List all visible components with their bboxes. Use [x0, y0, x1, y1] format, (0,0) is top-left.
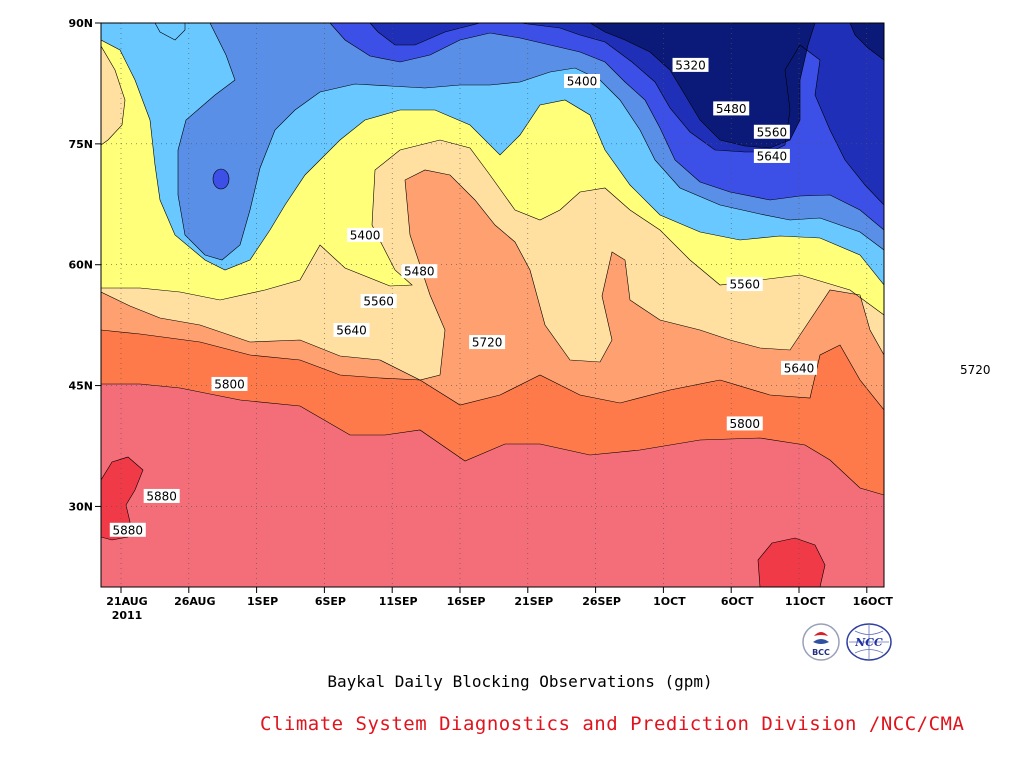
contour-label-bg [401, 264, 438, 279]
contour-label: 5720 [469, 335, 506, 350]
contour-label-bg [347, 227, 384, 242]
x-tick-label: 11OCT [785, 595, 826, 608]
fill-above-5880-south [757, 537, 826, 587]
contour-label-text: 5560 [757, 125, 788, 139]
contour-label-bg [360, 293, 397, 308]
chart-title: Baykal Daily Blocking Observations (gpm) [327, 672, 713, 691]
x-tick-label: 1OCT [653, 595, 686, 608]
contour-label-text: 5560 [363, 294, 394, 308]
x-tick-label: 16OCT [853, 595, 894, 608]
contour-label-text: 5480 [716, 102, 747, 116]
x-tick-label: 11SEP [379, 595, 418, 608]
x-tick-label: 26SEP [582, 595, 621, 608]
y-tick-label: 75N [68, 138, 93, 151]
contour-label-text: 5400 [567, 75, 598, 89]
contour-label: 5880 [109, 522, 146, 537]
x-tick-label: 21SEP [514, 595, 553, 608]
contour-label-text: 5480 [404, 265, 435, 279]
contour-label-text: 5880 [113, 523, 144, 537]
fill-above-5880-north [101, 45, 126, 146]
contour-label-text: 5560 [729, 278, 760, 292]
contour-label-text: 5400 [350, 228, 381, 242]
contour-label-bg [672, 57, 709, 72]
x-tick-label: 6SEP [315, 595, 346, 608]
contour-label: 5480 [401, 264, 438, 279]
contour-line-5480 [101, 39, 884, 286]
y-tick-label: 90N [68, 17, 93, 30]
contour-label: 5400 [564, 74, 601, 89]
contour-line-5800 [101, 383, 884, 496]
fill-above-5880-west [101, 456, 144, 541]
x-axis: 21AUG 26AUG 1SEP 6SEP 11SEP 16SEP 21SEP 26SEP 1O… [106, 587, 893, 622]
contour-label-bg [109, 522, 146, 537]
x-tick-label: 1SEP [247, 595, 278, 608]
contour-label: 5640 [781, 360, 817, 375]
contour-label: 5800 [726, 416, 763, 431]
x-tick-label: 21AUG [106, 595, 147, 608]
contour-label-text: 5720 [960, 363, 991, 377]
contour-line-5640 [101, 169, 884, 381]
contour-label: 5640 [333, 322, 370, 337]
contour-label: 5400 [347, 227, 384, 242]
contour-label-text: 5640 [757, 149, 788, 163]
contour-label: 5880 [143, 488, 180, 503]
fill-5320-5400-island [212, 168, 230, 190]
y-tick-label: 60N [68, 259, 93, 272]
y-tick-label: 30N [68, 500, 93, 513]
contour-fills [101, 23, 884, 587]
fill-below-5160 [590, 23, 815, 148]
contour-line-5400 [177, 23, 884, 261]
fill-below-5160-east [850, 23, 884, 60]
x-tick-label: 26AUG [174, 595, 215, 608]
contour-label-text: 5640 [784, 361, 815, 375]
ncc-logo-icon: NCC [846, 623, 892, 661]
contour-label-bg [726, 277, 763, 292]
contour-label-bg [726, 416, 763, 431]
contour-label-bg [957, 362, 994, 377]
x-tick-label: 16SEP [447, 595, 486, 608]
bcc-logo-text: BCC [812, 648, 830, 657]
contour-label: 5560 [753, 124, 790, 139]
contour-label-bg [333, 322, 370, 337]
contour-line-5560 [101, 139, 884, 316]
contour-labels: 5320540054005240548054805560516052405640… [109, 57, 994, 537]
contour-label-text: 5320 [675, 58, 706, 72]
plot-frame [100, 22, 885, 588]
contour-line-5320 [329, 23, 884, 231]
contour-label-text: 5640 [336, 323, 367, 337]
contour-label-bg [713, 101, 750, 116]
x-tick-label: 6OCT [721, 595, 754, 608]
contour-label-text: 5800 [214, 377, 245, 391]
contour-line-5480-east [154, 23, 186, 41]
credit-text: Climate System Diagnostics and Predictio… [260, 713, 965, 735]
contour-line-5160 [589, 23, 884, 149]
contour-label-bg [781, 360, 817, 375]
contour-label-bg [564, 74, 601, 89]
contour-label-bg [469, 335, 506, 350]
contour-label-text: 5880 [146, 489, 177, 503]
contour-label: 5640 [753, 148, 790, 163]
contour-label-text: 5800 [729, 417, 760, 431]
y-axis: 30N 45N 60N 75N 90N [68, 17, 101, 513]
contour-label-bg [753, 148, 790, 163]
contour-label-bg [211, 376, 248, 391]
contour-label: 5560 [726, 277, 763, 292]
contour-label: 5560 [360, 293, 397, 308]
contour-label-bg [753, 124, 790, 139]
contour-label: 5800 [211, 376, 248, 391]
y-tick-label: 45N [68, 380, 93, 393]
contour-label: 5480 [713, 101, 750, 116]
contour-label-bg [143, 488, 180, 503]
contour-label-text: 5720 [472, 336, 503, 350]
bcc-logo-icon: BCC [802, 623, 840, 661]
contour-label: 5720 [957, 362, 994, 377]
ncc-logo-text: NCC [854, 636, 883, 649]
x-year-label: 2011 [112, 609, 143, 622]
contour-label: 5320 [672, 57, 709, 72]
